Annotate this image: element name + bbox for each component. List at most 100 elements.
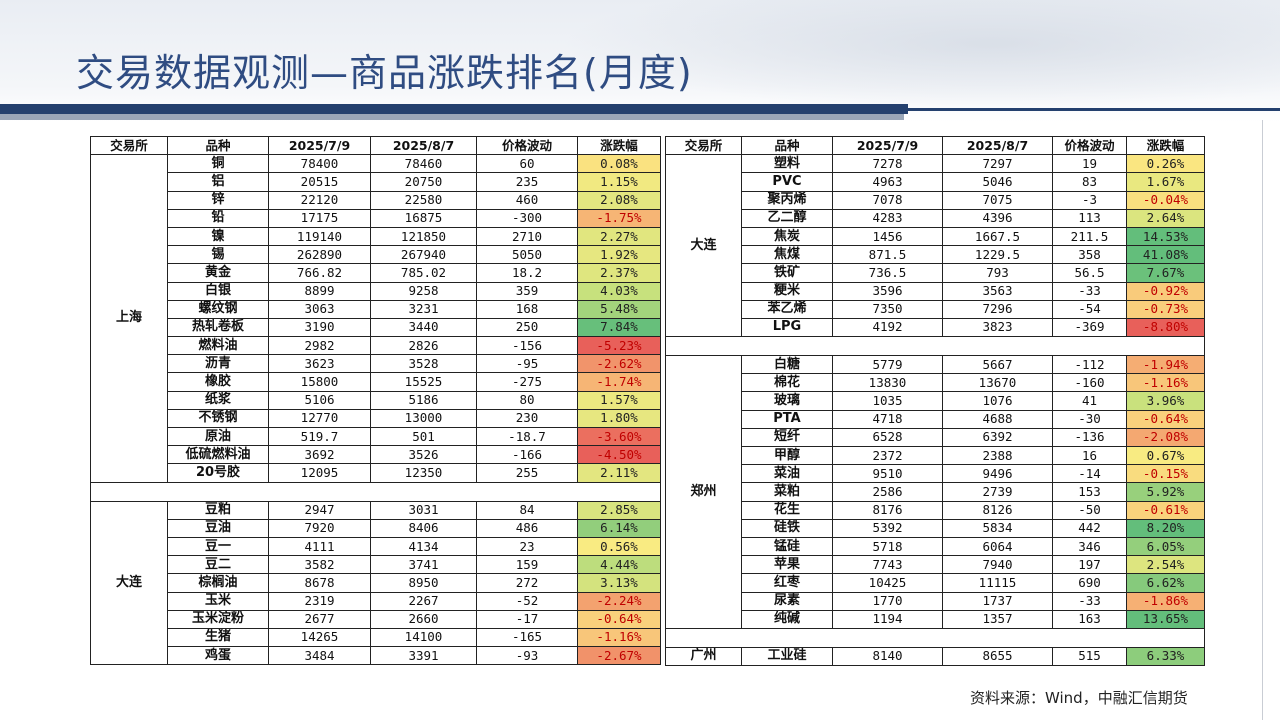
pct-change: 5.92% [1126,482,1205,502]
commodity-name: 豆二 [167,555,269,575]
pct-change: 14.53% [1126,226,1205,247]
table-row: 热轧卷板 3190 3440 250 7.84% [91,317,661,338]
price-end: 3440 [370,317,477,338]
price-change: -165 [476,627,578,648]
price-change: -30 [1052,409,1127,429]
table-row: 原油 519.7 501 -18.7 -3.60% [91,426,661,447]
price-change: -54 [1052,299,1127,319]
commodity-name: PTA [741,409,833,429]
commodity-name: 棉花 [741,373,833,393]
commodity-name: 原油 [167,426,269,447]
commodity-name: 花生 [741,500,833,520]
price-change: -156 [476,336,578,356]
pct-change: -2.08% [1126,427,1205,448]
price-end: 793 [942,263,1053,283]
price-end: 13000 [370,408,477,429]
pct-change: -0.92% [1126,281,1205,301]
table-row: 豆二 3582 3741 159 4.44% [91,555,661,575]
table-row: 铅 17175 16875 -300 -1.75% [91,208,661,228]
table-row: 豆一 4111 4134 23 0.56% [91,536,661,557]
price-end: 3231 [370,299,477,319]
separator-cell [90,481,661,502]
commodity-name: 生猪 [167,627,269,648]
price-change: 168 [476,299,578,319]
table-row: 沥青 3623 3528 -95 -2.62% [91,354,661,374]
price-change: -369 [1052,317,1127,338]
price-change: 153 [1052,482,1127,502]
table-row: 白银 8899 9258 359 4.03% [91,281,661,301]
pct-change: 8.20% [1126,518,1205,538]
pct-change: 0.56% [577,536,661,557]
price-change: 486 [476,518,578,538]
header-cell: 交易所 [90,135,168,156]
table-row: 玉米淀粉 2677 2660 -17 -0.64% [91,609,661,629]
price-start: 519.7 [268,426,371,447]
price-change: -95 [476,354,578,374]
price-start: 1456 [832,226,943,247]
table-row: 玻璃 1035 1076 41 3.96% [666,391,1205,411]
commodity-name: 锡 [167,245,269,265]
pct-change: -8.80% [1126,317,1205,338]
table-row: 燃料油 2982 2826 -156 -5.23% [91,336,661,356]
price-start: 8678 [268,573,371,593]
price-end: 3526 [370,445,477,465]
price-end: 3823 [942,317,1053,338]
table-row: 锌 22120 22580 460 2.08% [91,190,661,210]
commodity-name: 热轧卷板 [167,317,269,338]
price-end: 501 [370,426,477,447]
price-start: 7743 [832,555,943,575]
table-row: 镍 119140 121850 2710 2.27% [91,226,661,247]
header-row: 交易所 品种 2025/7/9 2025/8/7 价格波动 涨跌幅 [665,135,1205,156]
price-end: 1076 [942,391,1053,411]
price-end: 4134 [370,536,477,557]
pct-change: 1.57% [577,390,661,410]
price-change: 358 [1052,245,1127,265]
pct-change: -0.64% [577,609,661,629]
table-row: 红枣 10425 11115 690 6.62% [666,573,1205,593]
table-row: 棕榈油 8678 8950 272 3.13% [91,573,661,593]
price-start: 78400 [268,154,371,174]
price-end: 2826 [370,336,477,356]
price-change: 159 [476,555,578,575]
price-start: 1770 [832,591,943,611]
price-end: 5186 [370,390,477,410]
commodity-name: 鸡蛋 [167,646,269,666]
separator-cell [665,627,1205,648]
commodity-name: LPG [741,317,833,338]
table-row: 鸡蛋 3484 3391 -93 -2.67% [91,646,661,666]
pct-change: -0.04% [1126,190,1205,210]
commodity-name: 铝 [167,172,269,192]
commodity-name: 工业硅 [741,646,833,667]
price-start: 7350 [832,299,943,319]
table-row: 玉米 2319 2267 -52 -2.24% [91,591,661,611]
price-start: 8899 [268,281,371,301]
separator-cell [665,336,1205,357]
table-row: 甲醇 2372 2388 16 0.67% [666,445,1205,466]
exchange-cell: 郑州 [665,355,742,629]
pct-change: 7.84% [577,317,661,338]
price-change: 230 [476,408,578,429]
price-change: -17 [476,609,578,629]
exchange-cell: 大连 [665,154,742,338]
price-change: -33 [1052,281,1127,301]
price-start: 766.82 [268,263,371,283]
pct-change: 2.54% [1126,555,1205,575]
pct-change: 0.67% [1126,445,1205,466]
price-change: 442 [1052,518,1127,538]
price-change: -166 [476,445,578,465]
pct-change: 4.03% [577,281,661,301]
header-cell: 2025/7/9 [268,135,371,156]
price-change: -33 [1052,591,1127,611]
price-start: 4111 [268,536,371,557]
table-row: 锰硅 5718 6064 346 6.05% [666,536,1205,557]
table-row: 豆油 7920 8406 486 6.14% [91,518,661,538]
commodity-name: 沥青 [167,354,269,374]
price-change: -50 [1052,500,1127,520]
price-start: 3190 [268,317,371,338]
price-start: 3063 [268,299,371,319]
price-end: 9258 [370,281,477,301]
table-row: 大连 豆粕 2947 3031 84 2.85% [90,500,661,666]
price-end: 4688 [942,409,1053,429]
table-row: 纸浆 5106 5186 80 1.57% [91,390,661,410]
header-cell: 品种 [741,135,833,156]
